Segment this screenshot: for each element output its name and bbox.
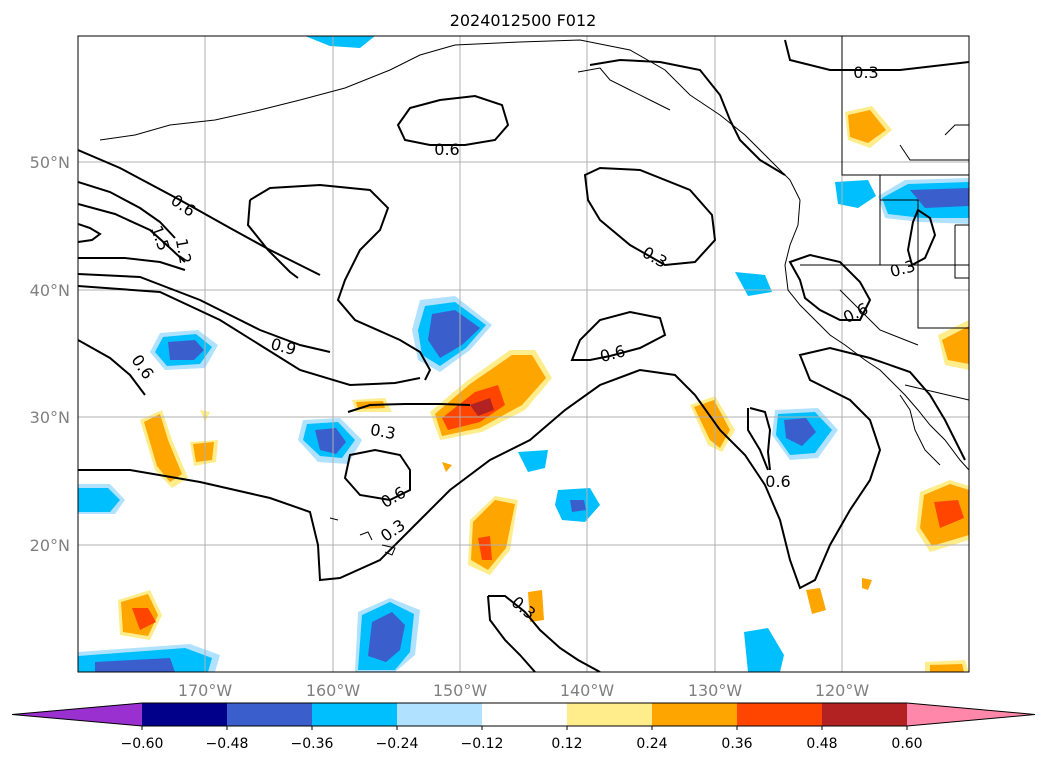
pos-anomaly-area xyxy=(478,536,492,560)
colorbar-segment xyxy=(652,703,737,726)
neg-anomaly-area xyxy=(428,310,480,358)
pos-anomaly-area xyxy=(942,326,969,364)
colorbar-tick-label: 0.60 xyxy=(891,736,922,752)
neg-anomaly-area xyxy=(368,612,405,662)
pos-anomaly-area xyxy=(144,414,182,482)
colorbar-tick-label: −0.36 xyxy=(291,736,334,752)
lat-label: 40°N xyxy=(30,281,70,300)
colorbar: −0.60 −0.48 −0.36 −0.24 −0.12 0.12 0.24 0.36 0.4… xyxy=(11,702,1036,752)
colorbar-segment xyxy=(737,703,822,726)
colorbar-tick-label: 0.48 xyxy=(806,736,837,752)
colorbar-tick-label: 0.36 xyxy=(721,736,752,752)
lon-label: 130°W xyxy=(688,681,743,700)
colorbar-tick-label: −0.60 xyxy=(121,736,164,752)
pos-anomaly-area xyxy=(934,500,964,528)
map-frame xyxy=(77,35,970,673)
pos-anomaly-area xyxy=(806,588,826,614)
pos-anomaly-area xyxy=(442,462,452,472)
colorbar-segment xyxy=(312,703,397,726)
pos-anomaly-area xyxy=(694,400,730,448)
colorbar-tick-label: −0.24 xyxy=(376,736,419,752)
colorbar-segment xyxy=(822,703,907,726)
neg-anomaly-area xyxy=(744,628,784,672)
colorbar-tick-label: 0.12 xyxy=(551,736,582,752)
neg-anomaly-area xyxy=(518,450,548,472)
lon-labels: 170°W 160°W 150°W 140°W 130°W 120°W xyxy=(178,681,870,700)
lon-label: 150°W xyxy=(433,681,488,700)
neg-anomaly-area xyxy=(570,500,586,512)
contour-label: 0.3 xyxy=(369,420,397,443)
neg-anomaly-area xyxy=(910,188,969,208)
colorbar-segment xyxy=(142,703,227,726)
pos-anomaly-area xyxy=(132,608,156,630)
contour-label: 1.2 xyxy=(172,237,195,265)
anomaly-fill xyxy=(78,36,969,672)
neg-anomaly-area xyxy=(168,340,204,360)
graticule xyxy=(78,36,969,672)
colorbar-segment xyxy=(397,703,482,726)
lat-labels: 50°N 40°N 30°N 20°N xyxy=(30,153,70,555)
lat-label: 30°N xyxy=(30,408,70,427)
lon-label: 120°W xyxy=(815,681,870,700)
colorbar-segment xyxy=(227,703,312,726)
lon-label: 170°W xyxy=(178,681,233,700)
colorbar-tick-label: 0.24 xyxy=(636,736,667,752)
pos-anomaly-area xyxy=(862,578,872,590)
lat-label: 50°N xyxy=(30,153,70,172)
map-panel: 0.6 0.3 0.6 1.5 1.2 0.9 0.6 0.3 0.6 0.3 … xyxy=(77,35,970,673)
neg-anomaly-area xyxy=(305,36,375,48)
map-title: 2024012500 F012 xyxy=(450,11,597,30)
colorbar-segment xyxy=(907,703,1035,726)
pos-anomaly-area xyxy=(848,110,886,143)
lat-label: 20°N xyxy=(30,536,70,555)
pos-anomaly-area xyxy=(193,442,214,462)
neg-anomaly-area xyxy=(78,488,120,512)
pos-anomaly-area xyxy=(470,398,494,416)
neg-anomaly-area xyxy=(835,180,876,208)
neg-anomaly-area xyxy=(784,418,816,446)
colorbar-segment xyxy=(12,703,142,726)
lon-label: 160°W xyxy=(306,681,361,700)
coastlines xyxy=(99,36,969,556)
colorbar-tick-label: −0.48 xyxy=(206,736,249,752)
contour-label: 0.6 xyxy=(765,472,790,491)
colorbar-tick-label: −0.12 xyxy=(461,736,504,752)
contour-lines xyxy=(78,39,969,672)
pos-anomaly-area xyxy=(930,664,964,672)
neg-anomaly-area xyxy=(315,428,346,454)
contour-label: 0.6 xyxy=(434,140,459,159)
pos-anomaly-area xyxy=(528,590,544,622)
lon-label: 140°W xyxy=(560,681,615,700)
colorbar-segment xyxy=(567,703,652,726)
contour-label: 0.3 xyxy=(853,63,878,82)
neg-anomaly-area xyxy=(95,658,175,672)
colorbar-segment xyxy=(482,703,567,726)
